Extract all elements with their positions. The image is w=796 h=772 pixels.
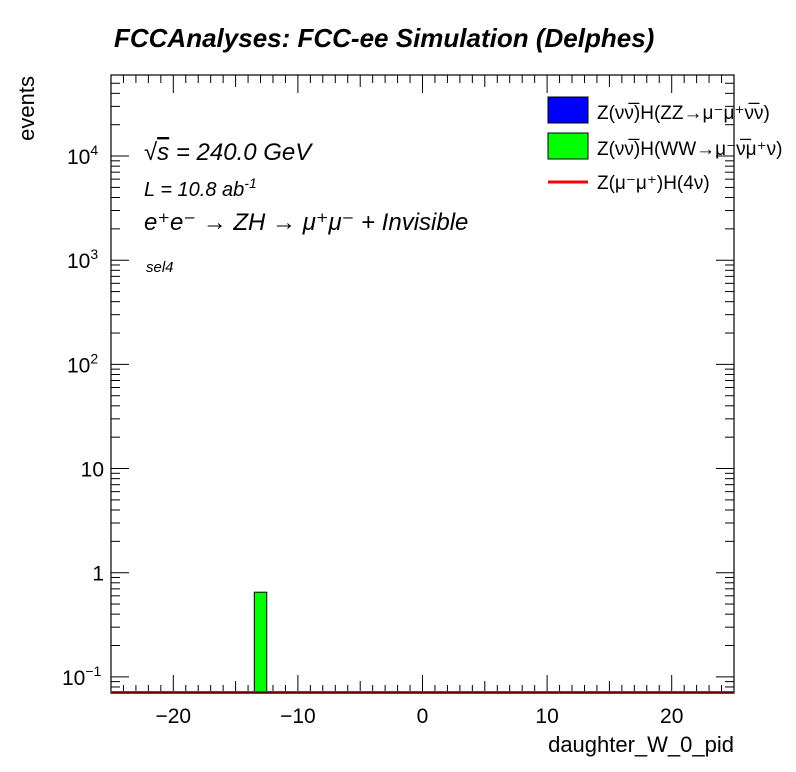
svg-text:L = 10.8 ab-1: L = 10.8 ab-1 xyxy=(144,175,257,201)
legend-swatch-zz xyxy=(547,96,589,124)
y-tick-label: 103 xyxy=(67,246,98,273)
plot-area-border xyxy=(110,74,735,694)
selection-annotation: sel4 xyxy=(146,259,174,276)
legend: Z(νν̅)H(ZZ→μ⁻μ⁺ν̅ν) Z(νν̅)H(WW→μ⁻ν̅μ⁺ν) … xyxy=(547,96,782,194)
x-tick-label: 20 xyxy=(660,705,683,728)
x-tick-label: −20 xyxy=(155,705,191,728)
histogram-bar-series-1-bin-0 xyxy=(253,591,268,694)
legend-entry-zz: Z(νν̅)H(ZZ→μ⁻μ⁺ν̅ν) xyxy=(547,96,770,124)
sqrt-symbol: √ xyxy=(144,139,158,166)
tick-labels: −20 −10 0 10 20 10−1 1 10 102 103 104 xyxy=(62,142,683,728)
y-axis-label: events xyxy=(14,76,39,141)
legend-label-ww: Z(νν̅)H(WW→μ⁻ν̅μ⁺ν) xyxy=(597,139,782,160)
y-tick-label: 102 xyxy=(67,350,98,377)
legend-entry-ww: Z(νν̅)H(WW→μ⁻ν̅μ⁺ν) xyxy=(547,132,782,160)
axis-ticks xyxy=(110,74,735,694)
legend-label-4nu: Z(μ⁻μ⁺)H(4ν) xyxy=(597,173,710,194)
x-tick-label: 10 xyxy=(535,705,558,728)
x-tick-label: 0 xyxy=(417,705,429,728)
y-tick-label: 1 xyxy=(92,563,104,586)
legend-swatch-ww xyxy=(547,132,589,160)
energy-annotation: √s = 240.0 GeV xyxy=(144,139,313,166)
lumi-text: L = 10.8 ab xyxy=(144,179,244,201)
y-tick-label: 104 xyxy=(67,142,98,169)
svg-text:√s = 240.0 GeV: √s = 240.0 GeV xyxy=(144,139,313,166)
lumi-exponent: -1 xyxy=(244,175,256,191)
y-tick-label: 10−1 xyxy=(62,663,102,690)
energy-value: = 240.0 GeV xyxy=(169,139,313,166)
luminosity-annotation: L = 10.8 ab-1 xyxy=(144,175,257,201)
chart-title: FCCAnalyses: FCC-ee Simulation (Delphes) xyxy=(114,23,654,53)
x-axis-label: daughter_W_0_pid xyxy=(548,732,734,757)
legend-label-zz: Z(νν̅)H(ZZ→μ⁻μ⁺ν̅ν) xyxy=(597,103,770,124)
energy-s: s xyxy=(157,139,169,166)
plot-frame xyxy=(110,74,735,694)
x-tick-label: −10 xyxy=(280,705,316,728)
y-tick-label: 10 xyxy=(81,459,104,482)
legend-entry-4nu: Z(μ⁻μ⁺)H(4ν) xyxy=(548,173,710,194)
histogram-bars xyxy=(111,591,734,694)
process-annotation: e⁺e⁻ → ZH → μ⁺μ⁻ + Invisible xyxy=(144,209,468,236)
